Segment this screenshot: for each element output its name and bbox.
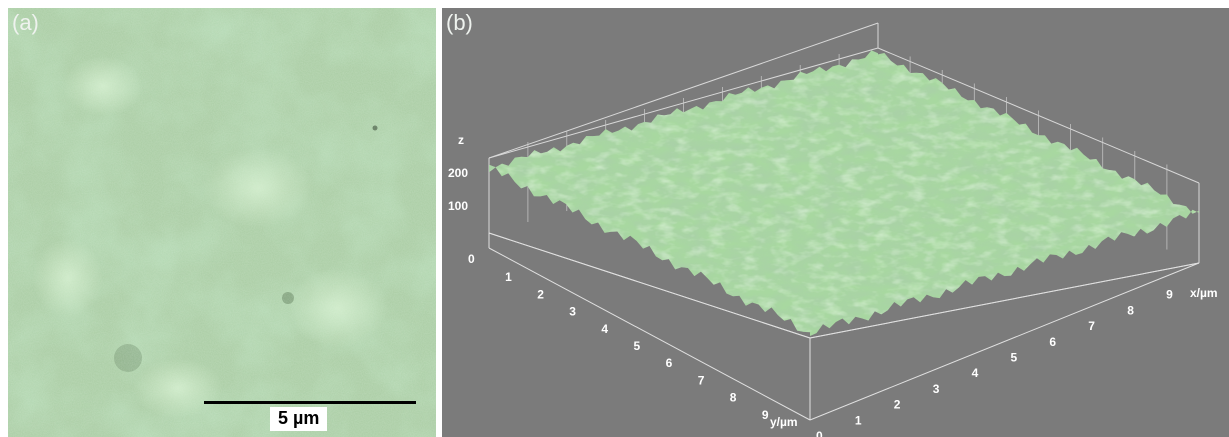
y-tick-2: 2 (537, 287, 544, 301)
y-tick-1: 1 (505, 270, 512, 284)
box-front-frame (488, 232, 1200, 421)
y-tick-6: 6 (666, 356, 673, 370)
x-tick-9: 9 (1166, 288, 1173, 302)
micrograph-image (8, 8, 436, 437)
micrograph-panel: (a) 5 µm (8, 8, 436, 437)
surface-mesh (489, 50, 1199, 337)
scale-bar (204, 401, 416, 404)
x-tick-7: 7 (1088, 319, 1095, 333)
y-tick-5: 5 (634, 339, 641, 353)
y-axis-label: y/µm (770, 415, 798, 429)
y-tick-3: 3 (569, 305, 576, 319)
x-axis-label: x/µm (1190, 286, 1218, 300)
y-tick-9: 9 (762, 408, 769, 422)
x-tick-6: 6 (1049, 335, 1056, 349)
y-tick-4: 4 (601, 322, 608, 336)
y-tick-7: 7 (698, 373, 705, 387)
y-tick-8: 8 (730, 391, 737, 405)
z-tick-0: 0 (468, 252, 475, 266)
x-tick-2: 2 (894, 398, 901, 412)
x-tick-3: 3 (933, 382, 940, 396)
surface-plot-panel: 1 2 3 4 5 6 7 8 9 0 1 2 3 4 5 6 7 8 9 z 200 100 0 x/µm y/µ… (442, 8, 1229, 437)
x-tick-5: 5 (1011, 351, 1018, 365)
z-tick-100: 100 (448, 199, 468, 213)
z-axis-label: z (458, 133, 464, 147)
panel-label-a: (a) (12, 10, 39, 35)
x-tick-8: 8 (1127, 303, 1134, 317)
axis-ticks: 1 2 3 4 5 6 7 8 9 0 1 2 3 4 5 6 7 8 9 (505, 270, 1173, 437)
panel-label-b: (b) (446, 10, 473, 35)
x-tick-1: 1 (855, 413, 862, 427)
x-tick-4: 4 (972, 366, 979, 380)
z-tick-200: 200 (448, 166, 468, 180)
scale-bar-label: 5 µm (270, 407, 328, 431)
surface-plot: 1 2 3 4 5 6 7 8 9 0 1 2 3 4 5 6 7 8 9 z 200 100 0 x/µm y/µ… (448, 22, 1218, 437)
x-tick-0: 0 (816, 429, 823, 437)
